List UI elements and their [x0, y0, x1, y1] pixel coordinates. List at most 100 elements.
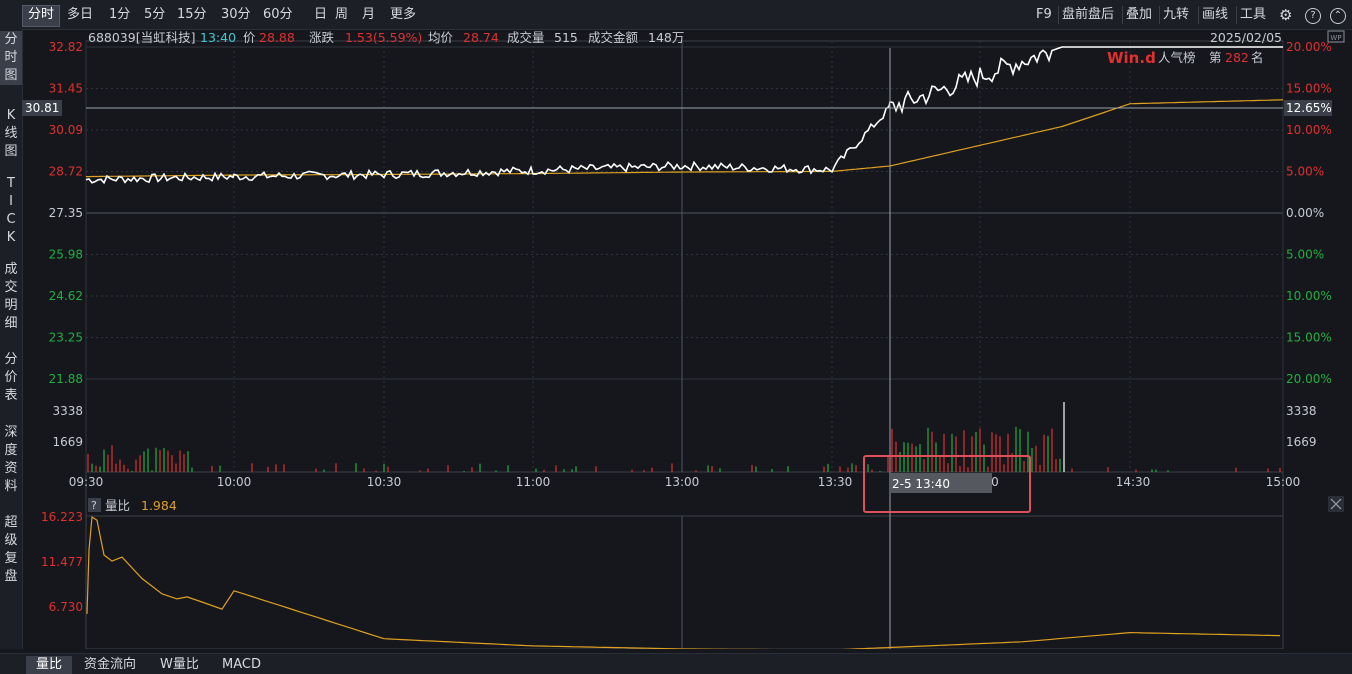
period-tab-60min[interactable]: 60分 — [263, 7, 293, 22]
volume-tick: 1669 — [52, 435, 83, 449]
sidebar-item-tick[interactable]: T I C K — [6, 176, 16, 245]
sidebar-item-trade-detail[interactable]: 成 交 明 细 — [4, 262, 18, 331]
time-tick: 10:30 — [367, 475, 402, 489]
pct-tick: 20.00% — [1286, 372, 1332, 386]
price-tick: 30.09 — [49, 123, 83, 137]
toolbar-tools-button[interactable]: 工具 — [1240, 7, 1267, 22]
price-label: 价 — [243, 30, 256, 45]
sidebar-item-fenshi-chart[interactable]: 分 时 图 — [0, 31, 22, 85]
time-axis: 09:30 10:00 10:30 11:00 13:00 13:30 0 14:30 15:0… — [69, 475, 1301, 489]
indicator-axis: 16.223 11.477 6.730 — [41, 510, 83, 614]
time-tick: 0 — [991, 475, 999, 489]
pct-tick: 0.00% — [1286, 206, 1324, 220]
volume-tick: 3338 — [1286, 404, 1317, 418]
volume-bars — [87, 402, 1281, 472]
toolbar-separator — [1159, 6, 1160, 24]
crosshair-pct-tag — [1284, 100, 1332, 116]
price-tick: 21.88 — [49, 372, 83, 386]
toolbar-separator — [1198, 6, 1199, 24]
gear-icon[interactable]: ⚙ — [1279, 6, 1293, 24]
highlight-box — [863, 455, 1031, 513]
help-icon-glyph: ? — [91, 499, 97, 512]
avg-price-line — [86, 99, 1284, 178]
chart-area[interactable]: 688039[当虹科技] 13:40 价 28.88 涨跌 1.53(5.59%… — [22, 29, 1352, 651]
sidebar-item-depth-info[interactable]: 深 度 资 料 — [4, 425, 18, 494]
volume-ratio-line — [86, 515, 1281, 651]
toolbar-separator — [1122, 6, 1123, 24]
svg-text:WP: WP — [1330, 34, 1341, 42]
period-tab-day[interactable]: 日 — [314, 7, 328, 22]
crosshair-price-tag — [22, 100, 62, 116]
period-tab-15min[interactable]: 15分 — [177, 7, 207, 22]
crosshair-pct: 12.65% — [1286, 101, 1332, 115]
toolbar-overlay-button[interactable]: 叠加 — [1126, 7, 1153, 22]
toolbar-f9-button[interactable]: F9 — [1036, 7, 1052, 22]
volume-axis: 3338 3338 1669 1669 — [52, 404, 1316, 449]
tab-macd[interactable]: MACD — [222, 657, 261, 672]
rank-value: 282 — [1225, 50, 1249, 65]
indicator-tick: 11.477 — [41, 555, 83, 569]
rank-suffix: 名 — [1251, 50, 1264, 65]
tab-fund-flow[interactable]: 资金流向 — [84, 657, 137, 672]
period-tab-fenshi[interactable]: 分时 — [22, 5, 61, 27]
time-tick: 13:30 — [818, 475, 853, 489]
rank-prefix: 第 — [1209, 50, 1222, 65]
price-tick: 23.25 — [49, 331, 83, 345]
time-tick: 14:30 — [1116, 475, 1151, 489]
price-tick: 31.45 — [49, 82, 83, 96]
help-circle-icon[interactable]: ? — [1305, 8, 1321, 24]
crosshair-price: 30.81 — [25, 101, 59, 115]
sidebar-item-kline-chart[interactable]: K 线 图 — [4, 108, 18, 159]
indicator-header: ? 量比 1.984 — [88, 496, 1344, 513]
quote-time: 13:40 — [200, 30, 236, 45]
time-tick: 11:00 — [516, 475, 551, 489]
crosshair-time: 2-5 13:40 — [892, 477, 950, 491]
indicator-value: 1.984 — [141, 498, 177, 513]
toolbar-pre-post-button[interactable]: 盘前盘后 — [1062, 7, 1115, 22]
indicator-tabs: 量比 资金流向 W量比 MACD — [0, 653, 1352, 674]
sidebar-item-super-review[interactable]: 超 级 复 盘 — [4, 515, 18, 584]
sidebar-item-price-table[interactable]: 分 价 表 — [4, 352, 18, 403]
price-tick: 32.82 — [49, 40, 83, 54]
price-tick: 25.98 — [49, 248, 83, 262]
pct-tick: 15.00% — [1286, 82, 1332, 96]
indicator-tick: 6.730 — [49, 600, 83, 614]
close-icon[interactable] — [1328, 496, 1344, 512]
help-icon[interactable] — [88, 498, 101, 512]
wp-icon[interactable]: WP — [1327, 30, 1345, 43]
period-toolbar: 分时 多日 1分 5分 15分 30分 60分 日周月更多 F9 盘前盘后 叠加 九转 画线 工具 ⚙? ⌃ — [0, 0, 1352, 30]
period-tab-30min[interactable]: 30分 — [221, 7, 251, 22]
price-tick: 27.35 — [49, 206, 83, 220]
tab-volume-ratio[interactable]: 量比 — [26, 656, 73, 674]
pct-tick: 5.00% — [1286, 165, 1324, 179]
toolbar-nine-turn-button[interactable]: 九转 — [1163, 7, 1190, 22]
pct-tick: 5.00% — [1286, 248, 1324, 262]
volume-tick: 3338 — [52, 404, 83, 418]
intraday-chart[interactable]: 688039[当虹科技] 13:40 价 28.88 涨跌 1.53(5.59%… — [22, 29, 1352, 651]
change-value: 1.53(5.59%) — [345, 30, 422, 45]
price-tick: 24.62 — [49, 289, 83, 303]
amount-value: 148万 — [648, 30, 684, 45]
period-tab-more[interactable]: 更多 — [390, 7, 417, 22]
price-line — [85, 46, 1283, 185]
period-tab-month[interactable]: 月 — [362, 7, 376, 22]
period-tab-5min[interactable]: 5分 — [144, 7, 166, 22]
pct-tick: 15.00% — [1286, 331, 1332, 345]
collapse-icon[interactable]: ⌃ — [1330, 8, 1346, 24]
volume-tick: 1669 — [1286, 435, 1317, 449]
toolbar-separator — [1236, 6, 1237, 24]
pct-tick: 10.00% — [1286, 123, 1332, 137]
pct-axis-right: 20.00% 15.00% 10.00% 5.00% 0.00% 5.00% 10.00% 1… — [1286, 40, 1332, 386]
time-tick: 13:00 — [665, 475, 700, 489]
volume-value: 515 — [554, 30, 578, 45]
toolbar-draw-button[interactable]: 画线 — [1202, 7, 1229, 22]
tab-w-volume-ratio[interactable]: W量比 — [160, 657, 199, 672]
popularity-badge[interactable]: Win.d 人气榜 第 282 名 — [1107, 49, 1264, 67]
crosshair-time-tag — [890, 473, 992, 493]
period-tab-1min[interactable]: 1分 — [109, 7, 131, 22]
indicator-tick: 16.223 — [41, 510, 83, 524]
pct-tick: 10.00% — [1286, 289, 1332, 303]
period-tab-week[interactable]: 周 — [335, 7, 349, 22]
period-tab-duori[interactable]: 多日 — [67, 7, 94, 22]
code-name: 688039[当虹科技] — [88, 30, 195, 45]
